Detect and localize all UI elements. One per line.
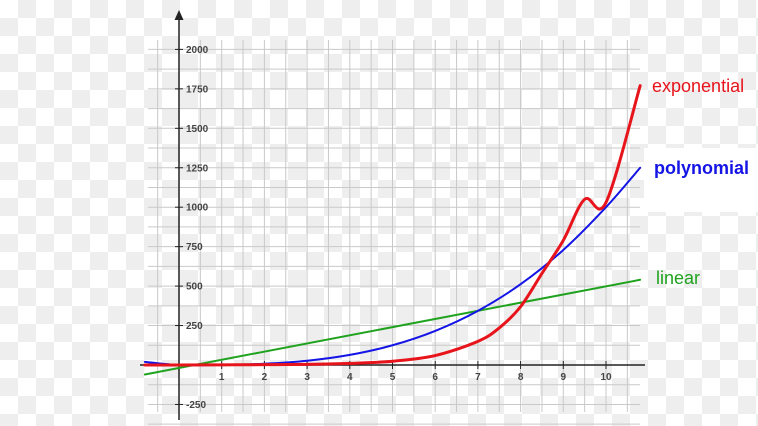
polynomial-label: polynomial <box>654 158 749 178</box>
x-tick-label: 1 <box>219 372 225 383</box>
exponential-line <box>143 84 642 367</box>
x-tick-label: 2 <box>262 372 268 383</box>
y-tick-label: 750 <box>186 242 203 253</box>
y-axis-arrow-icon <box>174 10 184 20</box>
y-tick-label: -250 <box>186 400 206 411</box>
x-tick-label: 6 <box>432 372 438 383</box>
grid <box>148 40 640 425</box>
y-tick-label: 500 <box>186 282 203 293</box>
x-tick-label: 7 <box>475 372 481 383</box>
x-tick-label: 8 <box>518 372 524 383</box>
linear-label: linear <box>656 268 700 288</box>
exponential-label: exponential <box>652 76 744 96</box>
series-lines <box>143 84 642 376</box>
y-tick-label: 1000 <box>186 203 209 214</box>
series-labels: exponential polynomial linear <box>644 76 758 288</box>
y-tick-label: 1750 <box>186 84 209 95</box>
x-tick-label: 4 <box>347 372 353 383</box>
x-tick-label: 9 <box>561 372 567 383</box>
x-tick-label: 3 <box>304 372 310 383</box>
polynomial-label-background <box>644 148 758 212</box>
y-tick-label: 2000 <box>186 45 209 56</box>
x-tick-label: 5 <box>390 372 396 383</box>
y-tick-label: 1250 <box>186 163 209 174</box>
linear-line <box>143 278 642 376</box>
y-tick-label: 250 <box>186 321 203 332</box>
y-tick-label: 1500 <box>186 124 209 135</box>
x-tick-label: 10 <box>600 372 612 383</box>
